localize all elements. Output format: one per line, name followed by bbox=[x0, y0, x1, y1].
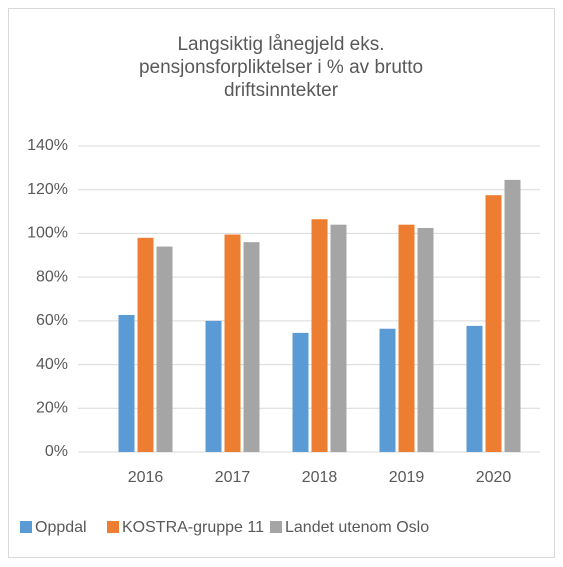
legend-label: Landet utenom Oslo bbox=[285, 519, 429, 536]
chart-title: Langsiktig lånegjeld eks. pensjonsforpli… bbox=[138, 34, 424, 101]
bar bbox=[118, 314, 135, 452]
legend-swatch bbox=[107, 521, 119, 533]
y-tick-label: 20% bbox=[36, 400, 68, 417]
bar bbox=[205, 320, 222, 452]
y-tick-label: 40% bbox=[36, 356, 68, 373]
x-tick-label: 2017 bbox=[215, 469, 251, 486]
x-tick-label: 2016 bbox=[128, 469, 164, 486]
y-tick-label: 60% bbox=[36, 312, 68, 329]
y-tick-label: 0% bbox=[45, 443, 68, 460]
bar bbox=[485, 195, 502, 452]
chart-border bbox=[8, 8, 555, 558]
y-tick-label: 120% bbox=[27, 181, 68, 198]
bar bbox=[330, 224, 347, 452]
bar bbox=[379, 328, 396, 452]
x-tick-label: 2019 bbox=[389, 469, 425, 486]
bar bbox=[292, 332, 309, 452]
legend-label: KOSTRA-gruppe 11 bbox=[122, 519, 264, 536]
legend-label: Oppdal bbox=[35, 519, 87, 536]
x-tick-label: 2020 bbox=[476, 469, 512, 486]
y-tick-label: 140% bbox=[27, 137, 68, 154]
bar bbox=[137, 237, 154, 452]
bar bbox=[156, 246, 173, 452]
y-tick-label: 80% bbox=[36, 268, 68, 285]
y-tick-label: 100% bbox=[27, 225, 68, 242]
bar bbox=[504, 179, 521, 452]
bar bbox=[224, 234, 241, 452]
x-tick-label: 2018 bbox=[302, 469, 338, 486]
legend-swatch bbox=[20, 521, 32, 533]
bar bbox=[243, 242, 260, 452]
bar bbox=[311, 219, 328, 452]
bar bbox=[417, 227, 434, 452]
bar bbox=[398, 224, 415, 452]
legend-swatch bbox=[270, 521, 282, 533]
bar bbox=[466, 325, 483, 452]
